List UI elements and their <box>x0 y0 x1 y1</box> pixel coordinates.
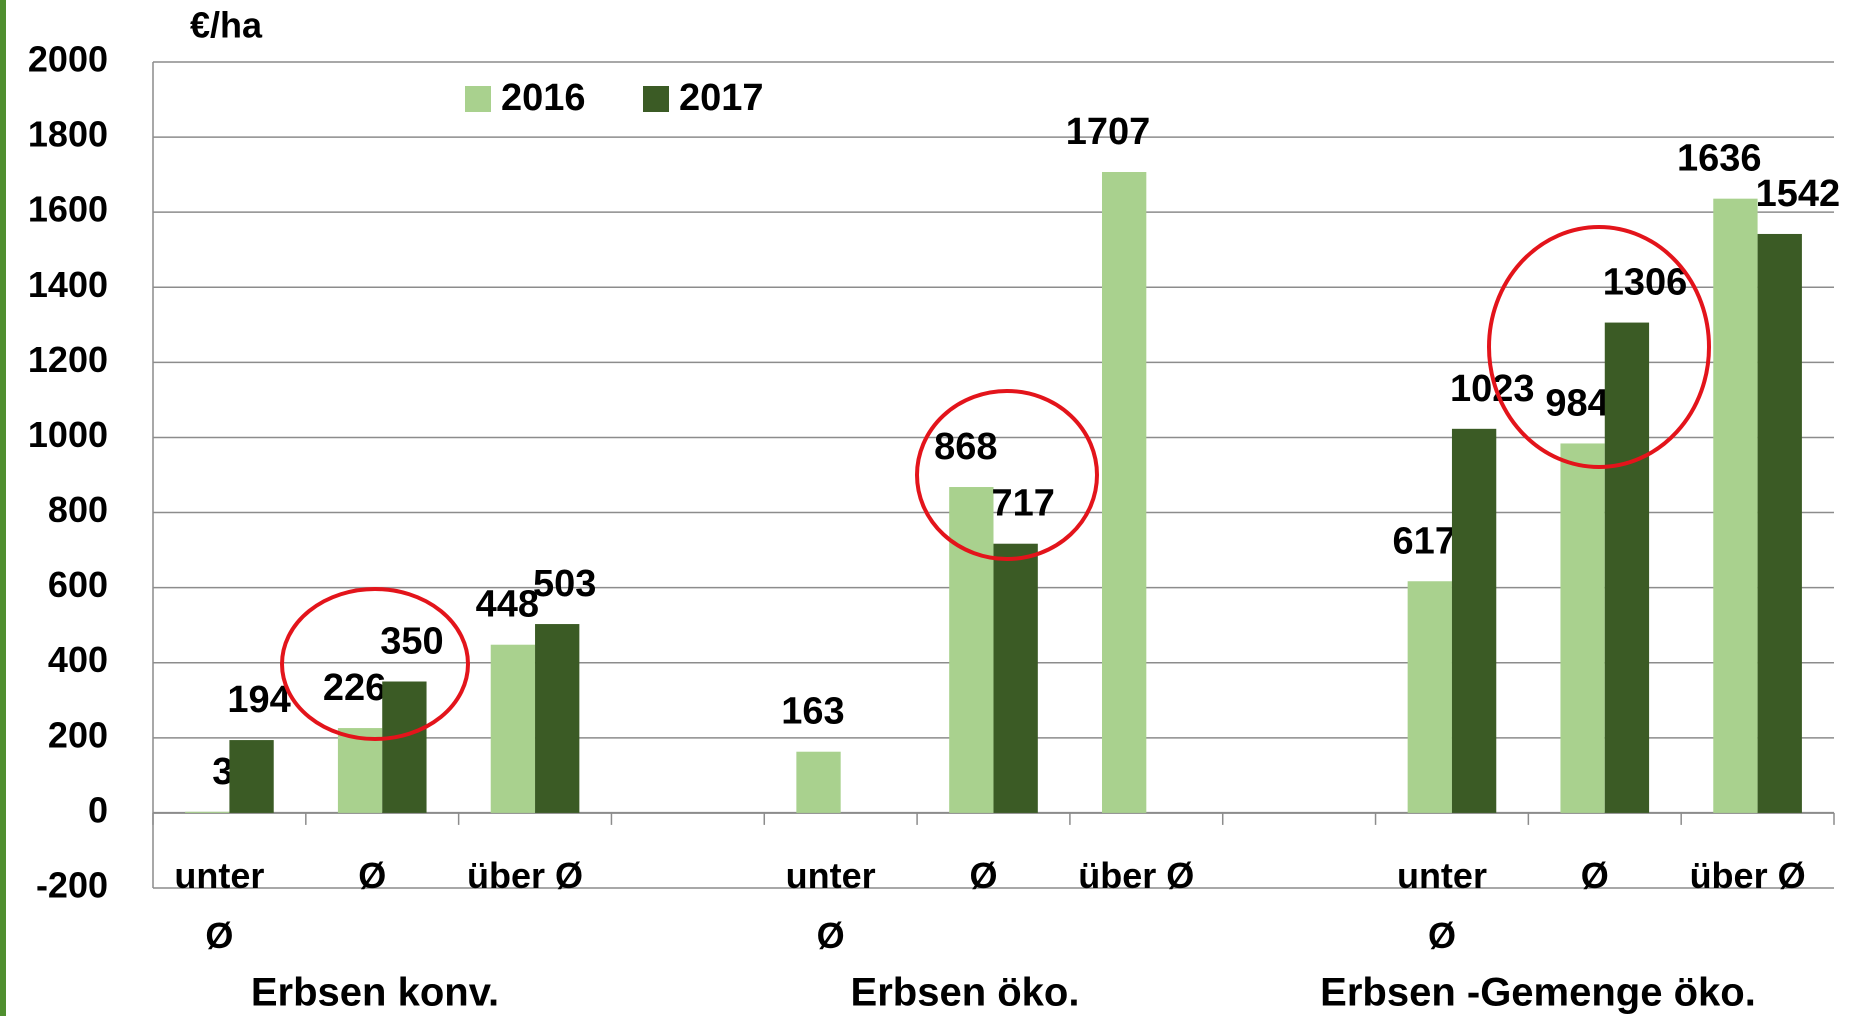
y-tick-label: 1000 <box>28 414 108 455</box>
value-label: 226 <box>323 667 386 709</box>
group-label: Erbsen -Gemenge öko. <box>1320 971 1756 1015</box>
x-tick-label: über Ø <box>467 855 584 896</box>
y-tick-label: -200 <box>36 865 108 906</box>
bar <box>535 624 580 813</box>
x-tick-label: über Ø <box>1689 855 1806 896</box>
value-label: 717 <box>992 483 1055 525</box>
bar <box>1604 322 1650 813</box>
legend-swatch <box>465 86 491 112</box>
x-tick-label: Ø <box>358 855 387 896</box>
x-tick-label: Ø <box>1580 855 1609 896</box>
y-tick-label: 1600 <box>28 189 108 230</box>
x-tick-label: unter Ø <box>785 855 876 956</box>
y-tick-label: 800 <box>48 489 108 530</box>
value-label: 1306 <box>1603 262 1688 304</box>
left-stripe <box>0 0 6 1016</box>
bar <box>1451 428 1497 813</box>
value-label: 163 <box>781 691 844 733</box>
y-tick-label: 1800 <box>28 114 108 155</box>
bar <box>949 487 994 813</box>
bar <box>1560 443 1605 813</box>
x-tick-label: Ø <box>969 855 998 896</box>
bar <box>993 543 1038 813</box>
legend-swatch <box>643 86 669 112</box>
bar <box>1713 198 1758 813</box>
bar <box>796 751 841 813</box>
group-label: Erbsen konv. <box>251 971 499 1015</box>
highlight-circle <box>1487 225 1711 469</box>
bar <box>382 681 427 813</box>
value-label: 1636 <box>1677 138 1762 180</box>
value-label: 194 <box>227 679 290 721</box>
value-label: 350 <box>380 621 443 663</box>
highlight-circle <box>915 389 1099 561</box>
plot: -200 0 200 400 600 800 1000 1200 1400 1600 1800 200… <box>28 39 1840 1015</box>
group-label: Erbsen öko. <box>851 971 1080 1015</box>
bar <box>1407 581 1452 813</box>
value-label: 503 <box>533 563 596 605</box>
value-label: 617 <box>1393 520 1456 562</box>
y-tick-label: 1400 <box>28 264 108 305</box>
x-tick-label: über Ø <box>1078 855 1195 896</box>
value-label: 868 <box>934 426 997 468</box>
bar <box>1757 233 1802 813</box>
y-tick-label: 1200 <box>28 339 108 380</box>
highlight-circle <box>280 587 470 741</box>
value-label: 984 <box>1545 382 1608 424</box>
x-tick-label: unter Ø <box>174 855 265 956</box>
y-unit: €/ha <box>190 5 263 46</box>
y-tick-label: 600 <box>48 564 108 605</box>
legend-label: 2017 <box>679 77 764 119</box>
y-tick-label: 0 <box>88 789 108 830</box>
bar <box>1102 172 1147 813</box>
bar <box>185 811 230 813</box>
value-label: 3 <box>212 751 233 793</box>
legend-label: 2016 <box>501 77 586 119</box>
y-tick-label: 2000 <box>28 39 108 80</box>
value-label: 1542 <box>1756 173 1841 215</box>
y-tick-label: 400 <box>48 639 108 680</box>
value-label: 448 <box>476 584 539 626</box>
bar <box>337 728 383 813</box>
value-label: 1707 <box>1066 111 1151 153</box>
y-tick-label: 200 <box>48 714 108 755</box>
bar <box>490 644 536 813</box>
x-tick-label: unter Ø <box>1396 855 1487 956</box>
bar <box>229 740 274 813</box>
